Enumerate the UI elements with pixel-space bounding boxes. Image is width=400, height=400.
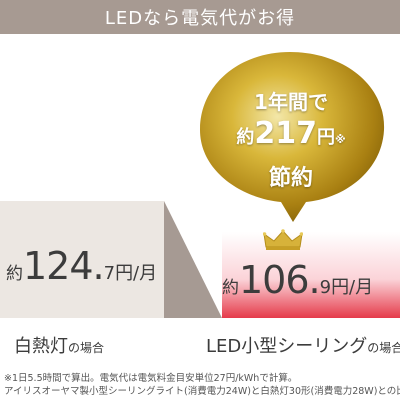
header-banner: LEDなら電気代がお得: [0, 0, 400, 34]
led-prefix: 約: [222, 278, 239, 298]
led-unit: 円/月: [331, 277, 374, 298]
led-bar: [222, 232, 400, 318]
incandescent-prefix: 約: [6, 264, 23, 284]
savings-label: 節約: [268, 166, 313, 191]
incandescent-value-decimal: 7: [103, 263, 116, 284]
led-label-text: LED小型シーリング: [206, 336, 368, 357]
savings-note-mark: ※: [334, 133, 346, 146]
footnote-line-2: アイリスオーヤマ製小型シーリングライト(消費電力24W)と白熱灯30形(消費電力…: [4, 386, 400, 397]
crown-icon: [263, 229, 303, 250]
incandescent-label-suffix: の場合: [68, 341, 105, 355]
savings-amount: 217: [254, 116, 317, 151]
led-value-decimal: 9: [319, 277, 332, 298]
savings-prefix: 約: [236, 127, 255, 148]
difference-wedge: [164, 201, 222, 318]
footnote-line-1: ※1日5.5時間で算出。電気代は電気料金目安単位27円/kWhで計算。: [4, 373, 298, 384]
header-title: LEDなら電気代がお得: [104, 8, 296, 29]
savings-amount-line: 約217円※: [206, 116, 376, 151]
incandescent-value-main: 124.: [23, 244, 105, 288]
incandescent-label: 白熱灯の場合: [14, 332, 104, 358]
led-label: LED小型シーリングの場合: [206, 332, 400, 358]
led-value-main: 106.: [239, 258, 321, 302]
led-cost: 約106.9円/月: [222, 258, 373, 302]
savings-unit: 円: [316, 127, 335, 148]
incandescent-cost: 約124.7円/月: [6, 244, 157, 288]
savings-bubble: [200, 52, 385, 222]
incandescent-unit: 円/月: [115, 263, 158, 284]
footnote: ※1日5.5時間で算出。電気代は電気料金目安単位27円/kWhで計算。 アイリス…: [4, 372, 400, 398]
incandescent-label-text: 白熱灯: [14, 336, 68, 357]
incandescent-bar: [0, 201, 164, 318]
led-label-suffix: の場合: [367, 341, 400, 355]
savings-period: 1年間で: [254, 90, 328, 114]
